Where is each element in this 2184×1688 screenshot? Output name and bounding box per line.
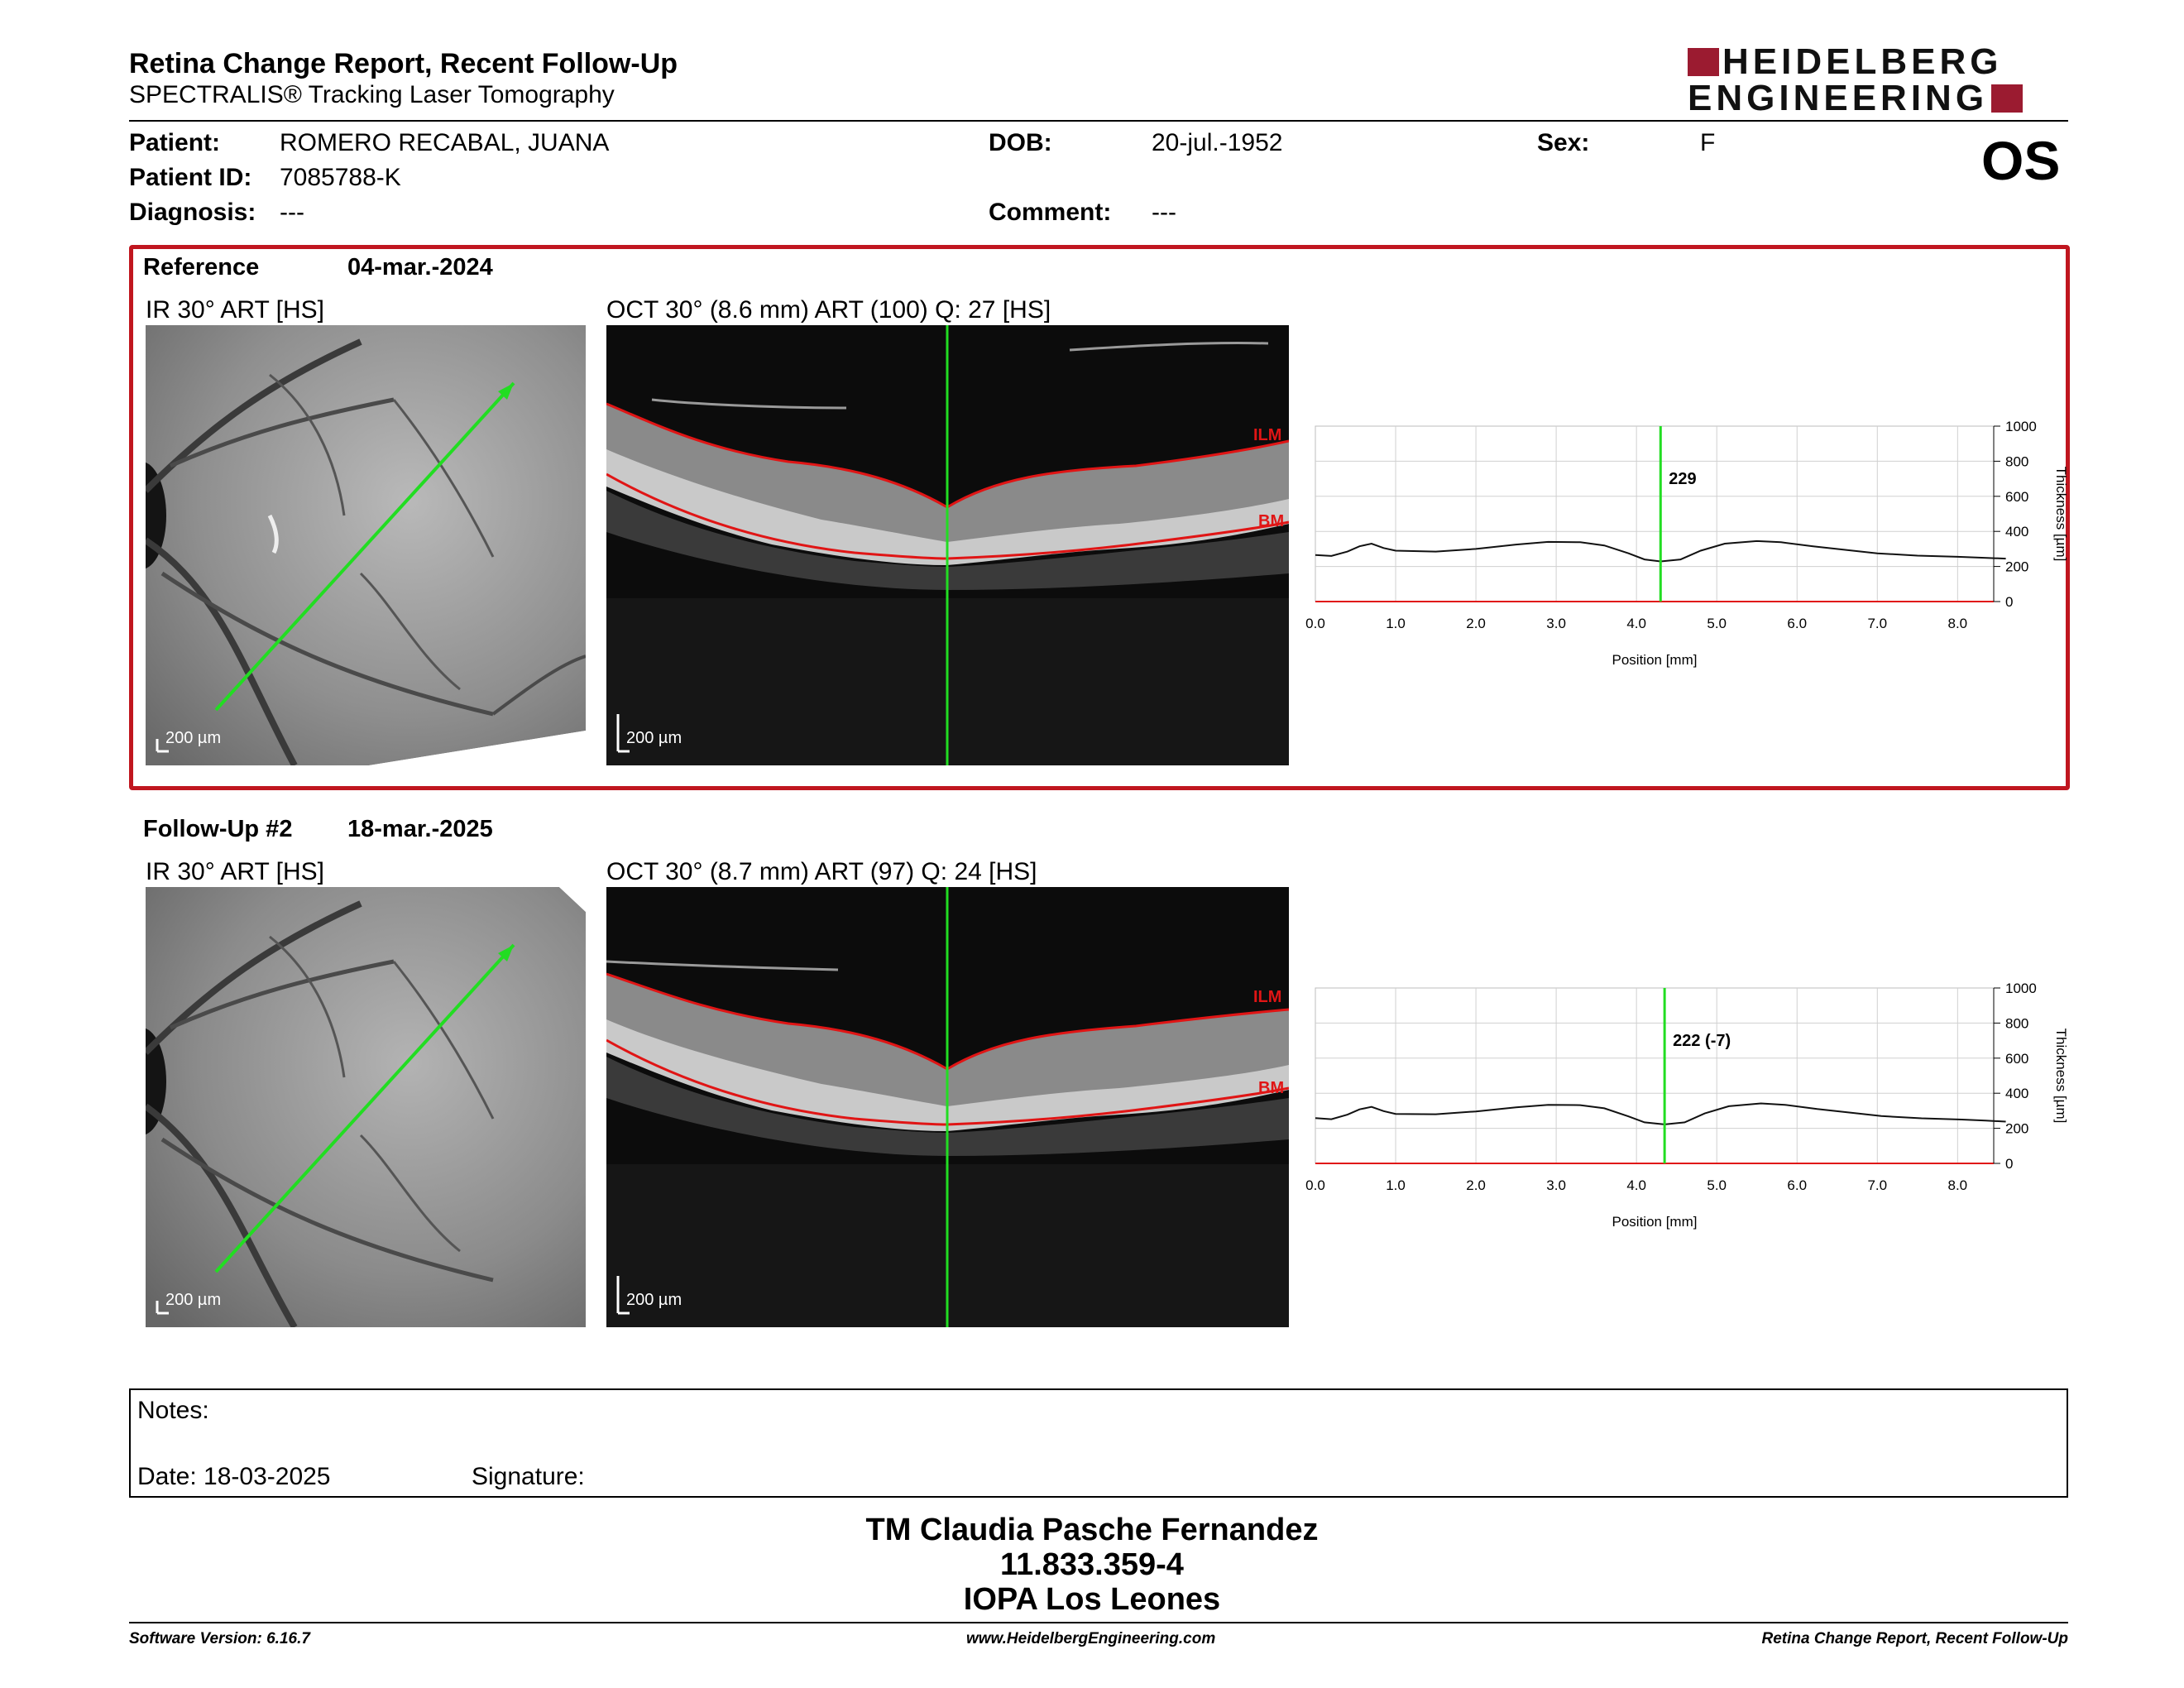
reference-ir-scale: 200 µm [165,729,222,747]
cursor-value-label: 229 [1669,470,1696,488]
patient-id-label: Patient ID: [129,164,252,191]
x-tick-label: 1.0 [1386,616,1406,631]
reference-date: 04-mar.-2024 [347,254,493,281]
cursor-value-label: 222 (-7) [1673,1032,1731,1050]
eye-indicator: OS [1981,130,2061,191]
x-tick-label: 4.0 [1626,1177,1646,1193]
sex-value: F [1700,129,1716,156]
followup-ir-label: IR 30° ART [HS] [146,858,324,885]
x-tick-label: 3.0 [1546,1177,1566,1193]
logo-text-line2: ENGINEERING [1688,78,1989,118]
y-tick-label: 400 [2005,1086,2028,1101]
patient-id: 7085788-K [280,164,401,191]
reference-ilm-label: ILM [1253,426,1282,444]
report-title: Retina Change Report, Recent Follow-Up [129,48,678,79]
y-tick-label: 200 [2005,559,2028,575]
dob-label: DOB: [989,129,1052,156]
followup-label: Follow-Up #2 [143,816,293,842]
followup-chart-svg: 0.0 1.0 2.0 3.0 4.0 5.0 6.0 7.0 8.0 0 200 400 600 800… [1305,981,2069,1230]
x-tick-label: 6.0 [1787,1177,1807,1193]
followup-thickness-chart: 0.0 1.0 2.0 3.0 4.0 5.0 6.0 7.0 8.0 0 200 400 600 800… [1299,971,2093,1244]
comment-label: Comment: [989,199,1112,226]
footer-report-name: Retina Change Report, Recent Follow-Up [1761,1630,2068,1647]
notes-label: Notes: [137,1397,209,1424]
y-axis-label: Thickness [µm] [2053,1029,2069,1124]
followup-oct-label: OCT 30° (8.7 mm) ART (97) Q: 24 [HS] [606,858,1037,885]
signature-label: Signature: [472,1463,585,1490]
y-tick-label: 0 [2005,594,2013,610]
followup-ilm-label: ILM [1253,988,1282,1006]
y-tick-label: 800 [2005,453,2028,469]
logo-square-icon-2 [1991,84,2024,113]
reference-oct-label: OCT 30° (8.6 mm) ART (100) Q: 27 [HS] [606,296,1051,324]
notes-date: Date: 18-03-2025 [137,1463,331,1490]
footer-software-version: Software Version: 6.16.7 [129,1630,310,1647]
logo-square-icon [1688,48,1719,76]
signature-name: TM Claudia Pasche Fernandez [865,1513,1319,1547]
x-axis-label: Position [mm] [1612,1214,1698,1230]
followup-ir-scale: 200 µm [165,1291,222,1309]
thickness-series-line [1315,1102,2006,1125]
reference-label: Reference [143,254,260,281]
y-tick-label: 800 [2005,1015,2028,1031]
reference-chart-svg: 0.0 1.0 2.0 3.0 4.0 5.0 6.0 7.0 8.0 0 200 400 600 800… [1305,419,2069,668]
x-tick-label: 3.0 [1546,616,1566,631]
plot-area [1315,425,1995,602]
reference-thickness-chart: 0.0 1.0 2.0 3.0 4.0 5.0 6.0 7.0 8.0 0 200 400 600 800… [1299,410,2093,683]
comment-value: --- [1152,199,1176,226]
x-tick-label: 8.0 [1948,616,1968,631]
x-tick-label: 5.0 [1707,616,1727,631]
y-tick-label: 1000 [2005,419,2037,434]
x-tick-label: 2.0 [1466,1177,1486,1193]
x-axis-label: Position [mm] [1612,652,1698,668]
reference-panel-border [129,245,2070,790]
diagnosis-value: --- [280,199,304,226]
x-tick-label: 7.0 [1867,616,1887,631]
x-tick-label: 2.0 [1466,616,1486,631]
followup-oct-bscan-image[interactable]: ILM BM 200 µm [606,887,1289,1327]
thickness-series-line [1315,539,2006,563]
y-tick-label: 200 [2005,1121,2028,1137]
notes-box[interactable]: Notes: Date: 18-03-2025 Signature: [129,1388,2068,1498]
signature-id: 11.833.359-4 [1000,1547,1184,1582]
y-tick-label: 600 [2005,489,2028,505]
y-tick-label: 400 [2005,524,2028,539]
y-axis-label: Thickness [µm] [2053,467,2069,562]
patient-label: Patient: [129,129,221,156]
followup-bm-label: BM [1258,1079,1285,1097]
x-tick-label: 4.0 [1626,616,1646,631]
y-tick-label: 600 [2005,1051,2028,1067]
sex-label: Sex: [1537,129,1590,156]
y-tick-label: 1000 [2005,981,2037,996]
x-tick-label: 7.0 [1867,1177,1887,1193]
x-tick-label: 0.0 [1305,1177,1325,1193]
x-tick-label: 1.0 [1386,1177,1406,1193]
plot-area [1315,987,1995,1164]
logo-text-line1: HEIDELBERG [1722,41,2003,82]
signature-institution: IOPA Los Leones [963,1582,1221,1617]
reference-oct-bscan-image[interactable]: ILM BM 200 µm [606,325,1289,765]
report-subtitle: SPECTRALIS® Tracking Laser Tomography [129,81,615,108]
x-tick-label: 6.0 [1787,616,1807,631]
followup-ir-fundus-image[interactable]: 200 µm [146,887,586,1327]
header-rule [129,120,2068,122]
followup-date: 18-mar.-2025 [347,816,493,842]
x-tick-label: 0.0 [1305,616,1325,631]
reference-oct-scale: 200 µm [626,729,682,747]
followup-oct-scale: 200 µm [626,1291,682,1309]
x-tick-label: 5.0 [1707,1177,1727,1193]
reference-ir-label: IR 30° ART [HS] [146,296,324,324]
y-tick-label: 0 [2005,1156,2013,1172]
patient-name: ROMERO RECABAL, JUANA [280,129,610,156]
x-tick-label: 8.0 [1948,1177,1968,1193]
diagnosis-label: Diagnosis: [129,199,256,226]
reference-ir-fundus-image[interactable]: 200 µm [146,325,586,765]
footer-website[interactable]: www.HeidelbergEngineering.com [966,1630,1216,1647]
reference-bm-label: BM [1258,512,1285,530]
footer-rule [129,1622,2068,1623]
dob-value: 20-jul.-1952 [1152,129,1283,156]
